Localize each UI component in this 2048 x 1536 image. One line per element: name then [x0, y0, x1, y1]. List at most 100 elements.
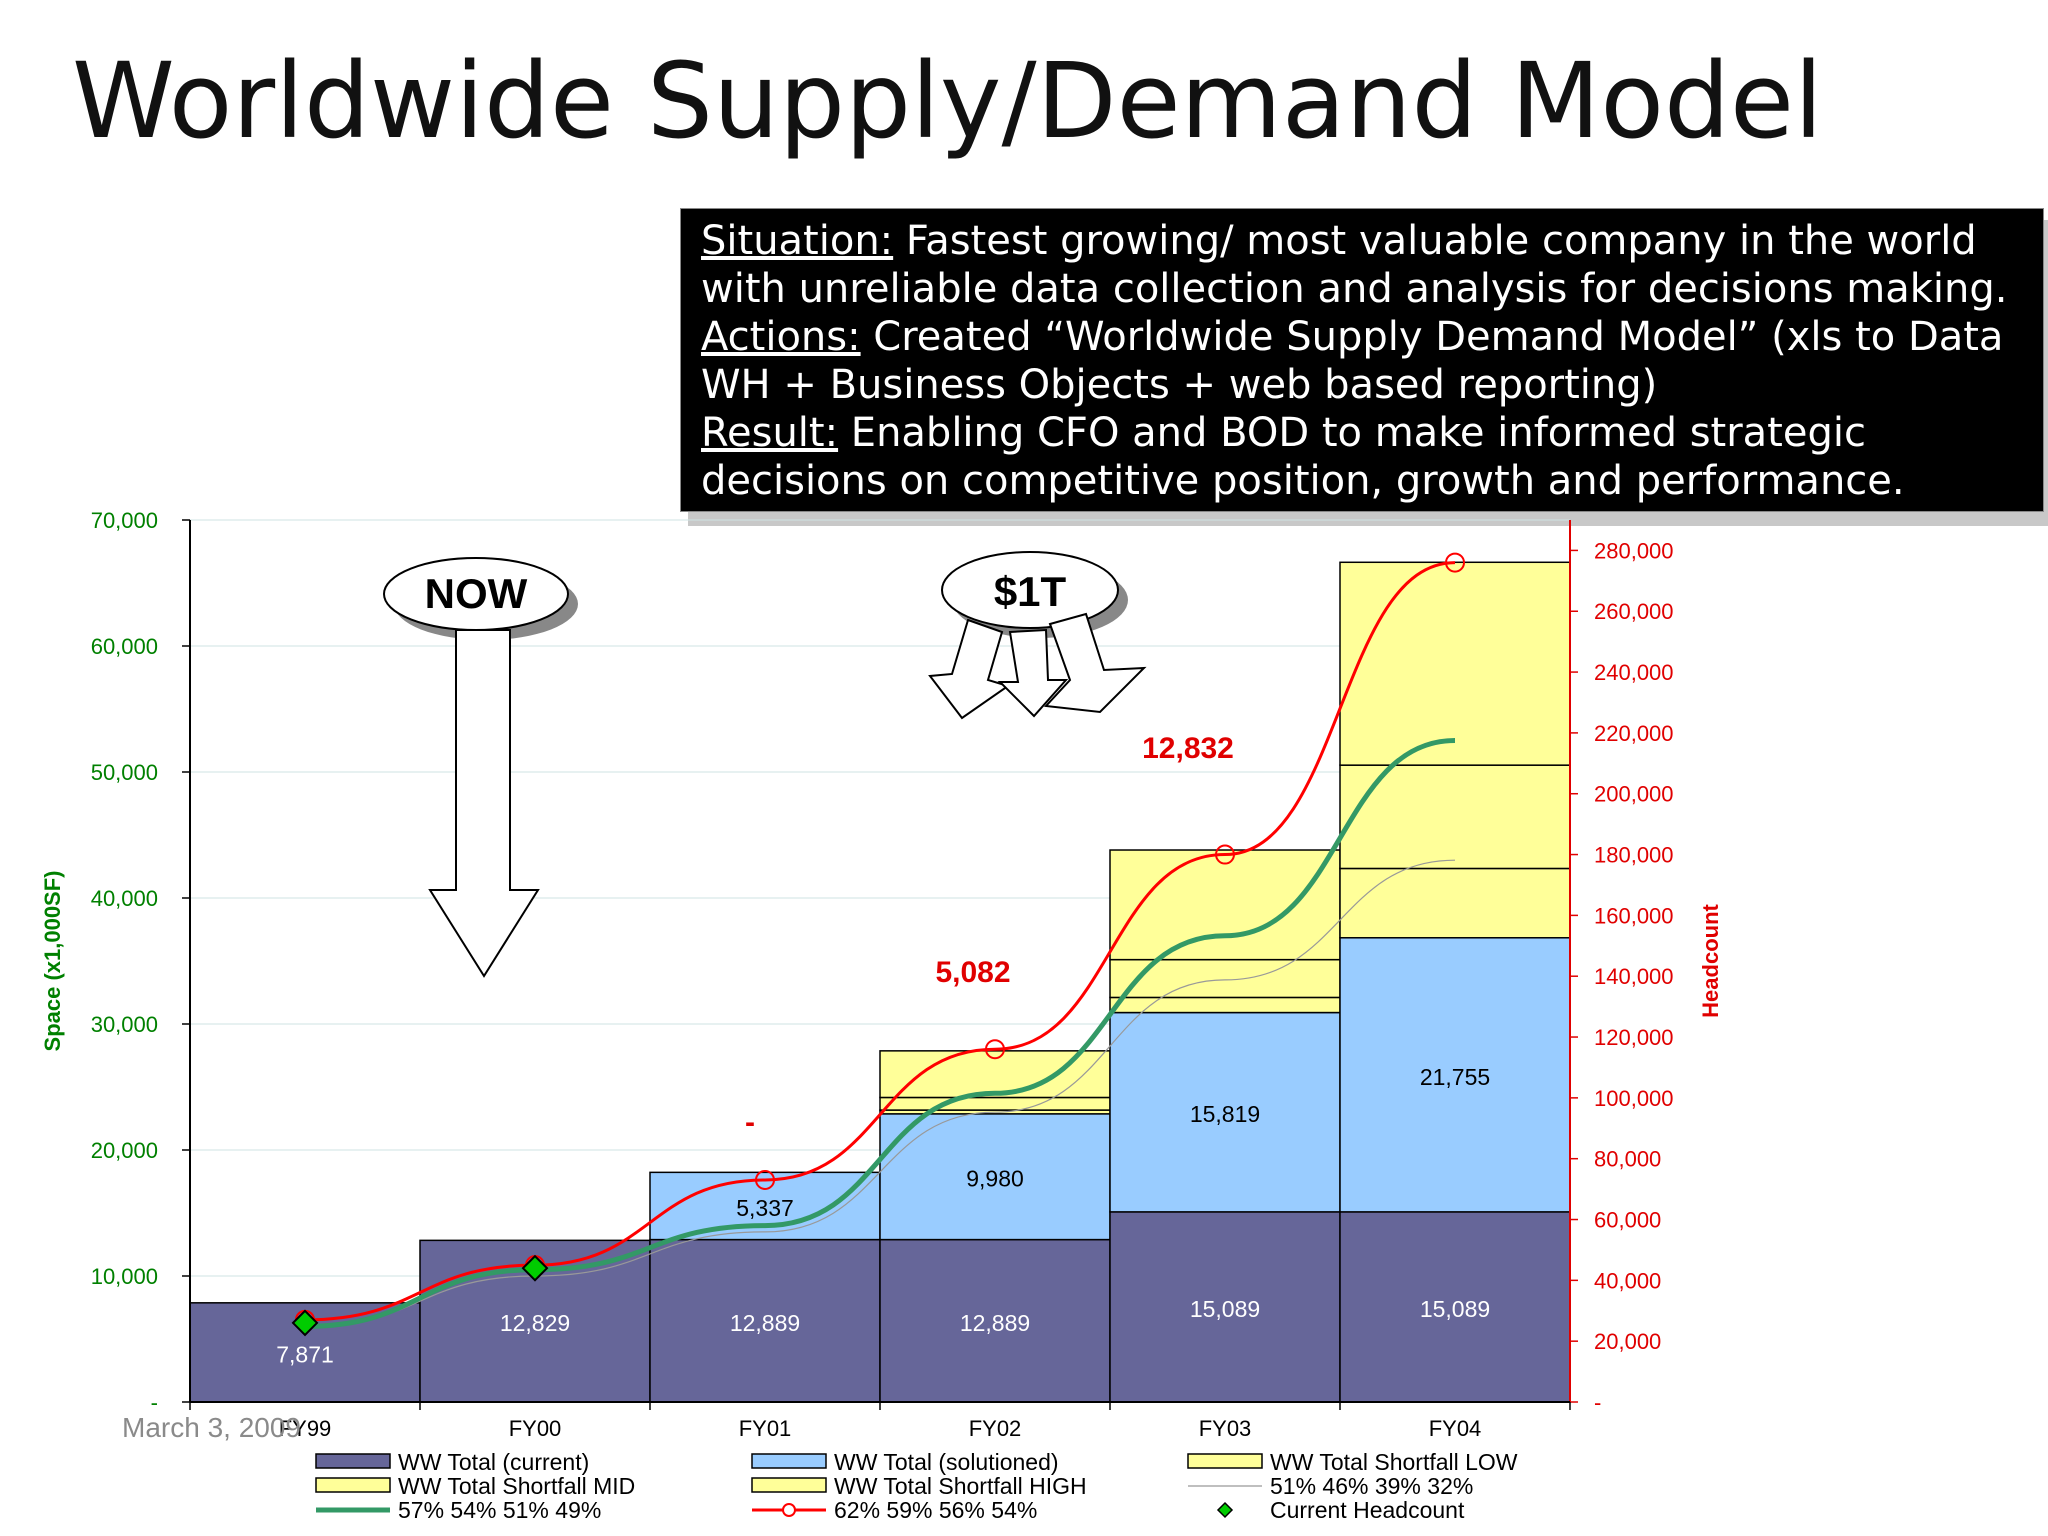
left-tick-label: 50,000: [91, 760, 158, 785]
bar-value-label: 12,829: [500, 1310, 570, 1336]
infobox: Situation: Fastest growing/ most valuabl…: [680, 208, 2044, 512]
situation-paragraph: Situation: Fastest growing/ most valuabl…: [701, 217, 2023, 313]
bar-value-label: 15,089: [1420, 1296, 1490, 1322]
trillion-arrow-left: [928, 618, 1011, 720]
callouts: NOW $1T - 5,082 12,832: [383, 551, 1234, 1139]
legend-label: WW Total (current): [398, 1449, 589, 1475]
result-label: Result:: [701, 410, 839, 456]
right-tick-label: 200,000: [1594, 782, 1674, 807]
trillion-arrow-right: [1043, 612, 1147, 714]
left-tick-label: 40,000: [91, 886, 158, 911]
series-point: [1215, 844, 1235, 865]
x-tick-label: FY04: [1429, 1416, 1482, 1441]
bar-segment: [879, 1238, 1111, 1403]
series-line: [304, 859, 1456, 1327]
bar-segment: [1339, 937, 1571, 1213]
x-tick-label: FY99: [279, 1416, 332, 1441]
bar-value-label: 12,889: [730, 1310, 800, 1336]
legend-label: 51% 46% 39% 32%: [1270, 1473, 1473, 1499]
left-tick-label: 60,000: [91, 634, 158, 659]
right-tick-label: 280,000: [1594, 538, 1674, 563]
right-tick-label: 80,000: [1594, 1147, 1661, 1172]
situation-label: Situation:: [701, 218, 894, 264]
legend-label: WW Total Shortfall LOW: [1270, 1449, 1518, 1475]
left-tick-label: -: [151, 1390, 158, 1415]
legend: WW Total (current) WW Total (solutioned) W…: [315, 1449, 1518, 1523]
right-axis-title: Headcount: [1698, 903, 1723, 1017]
bar-value-label: 12,889: [960, 1310, 1030, 1336]
legend-swatch: [751, 1453, 827, 1469]
fy02-gap-label: 5,082: [935, 956, 1010, 989]
legend-label: Current Headcount: [1270, 1497, 1465, 1523]
legend-swatch: [1187, 1453, 1263, 1469]
trillion-label: $1T: [994, 568, 1067, 615]
bar-segment: [1339, 764, 1571, 870]
x-tick-label: FY01: [739, 1416, 792, 1441]
right-tick-label: 160,000: [1594, 903, 1674, 928]
bar-value-label: 21,755: [1420, 1064, 1490, 1090]
left-tick-label: 30,000: [91, 1012, 158, 1037]
x-tick-label: FY03: [1199, 1416, 1252, 1441]
series-point: [755, 1169, 775, 1190]
actions-label: Actions:: [701, 314, 861, 360]
red-dash-label: -: [745, 1106, 755, 1139]
bar-segment: [649, 1171, 881, 1241]
bar-segment: [1109, 849, 1341, 961]
plot-area: 7,871 12,829 12,889 5,337 12,889 9,980 15,089 1…: [40, 508, 1723, 1441]
legend-swatch: [315, 1453, 391, 1469]
legend-label: 57% 54% 51% 49%: [398, 1497, 601, 1523]
bar-segment: [879, 1096, 1111, 1111]
left-tick-label: 10,000: [91, 1264, 158, 1289]
right-tick-label: 20,000: [1594, 1329, 1661, 1354]
actions-text: Created “Worldwide Supply Demand Model” …: [701, 314, 2004, 408]
legend-label: WW Total Shortfall MID: [398, 1473, 635, 1499]
series-point: [985, 1039, 1005, 1060]
legend-point: [782, 1503, 796, 1517]
situation-text: Fastest growing/ most valuable company i…: [701, 218, 2008, 312]
bar-segment: [1109, 1011, 1341, 1213]
page-title: Worldwide Supply/Demand Model: [72, 40, 1823, 162]
right-tick-label: 100,000: [1594, 1086, 1674, 1111]
bar-segment: [1339, 867, 1571, 939]
bar-value-label: 15,819: [1190, 1101, 1260, 1127]
legend-swatch: [751, 1477, 827, 1493]
legend-label: 62% 59% 56% 54%: [834, 1497, 1037, 1523]
series-point: [1445, 552, 1465, 573]
right-tick-label: 220,000: [1594, 721, 1674, 746]
bar-segment: [649, 1238, 881, 1403]
bar-segment: [1339, 1211, 1571, 1403]
right-tick-label: 240,000: [1594, 660, 1674, 685]
right-tick-label: 260,000: [1594, 599, 1674, 624]
right-tick-label: 180,000: [1594, 843, 1674, 868]
right-tick-label: 140,000: [1594, 964, 1674, 989]
x-tick-label: FY02: [969, 1416, 1022, 1441]
bar-segment: [1109, 1211, 1341, 1403]
left-tick-label: 20,000: [91, 1138, 158, 1163]
legend-label: WW Total (solutioned): [834, 1449, 1059, 1475]
right-tick-label: -: [1594, 1390, 1601, 1415]
bar-value-label: 7,871: [276, 1341, 334, 1367]
result-text: Enabling CFO and BOD to make informed st…: [701, 410, 1905, 504]
fy03-gap-label: 12,832: [1142, 732, 1234, 765]
legend-label: WW Total Shortfall HIGH: [834, 1473, 1087, 1499]
left-axis-title: Space (x1,000SF): [40, 871, 65, 1052]
bar-segment: [1339, 561, 1571, 766]
left-tick-label: 70,000: [91, 508, 158, 533]
right-tick-label: 40,000: [1594, 1268, 1661, 1293]
bar-segment: [1109, 958, 1341, 999]
bar-value-label: 9,980: [966, 1166, 1024, 1192]
bar-value-label: 15,089: [1190, 1296, 1260, 1322]
bar-segment: [879, 1113, 1111, 1241]
trillion-arrow-center: [997, 628, 1069, 718]
right-tick-label: 120,000: [1594, 1025, 1674, 1050]
headcount-marker: [291, 1309, 319, 1337]
actions-paragraph: Actions: Created “Worldwide Supply Deman…: [701, 313, 2023, 409]
bar-value-label: 5,337: [736, 1195, 794, 1221]
right-tick-label: 60,000: [1594, 1208, 1661, 1233]
x-tick-label: FY00: [509, 1416, 562, 1441]
now-label: NOW: [425, 570, 528, 617]
date-footer: March 3, 2009: [122, 1412, 301, 1443]
headcount-marker: [521, 1254, 549, 1282]
now-down-arrow: [428, 629, 540, 978]
